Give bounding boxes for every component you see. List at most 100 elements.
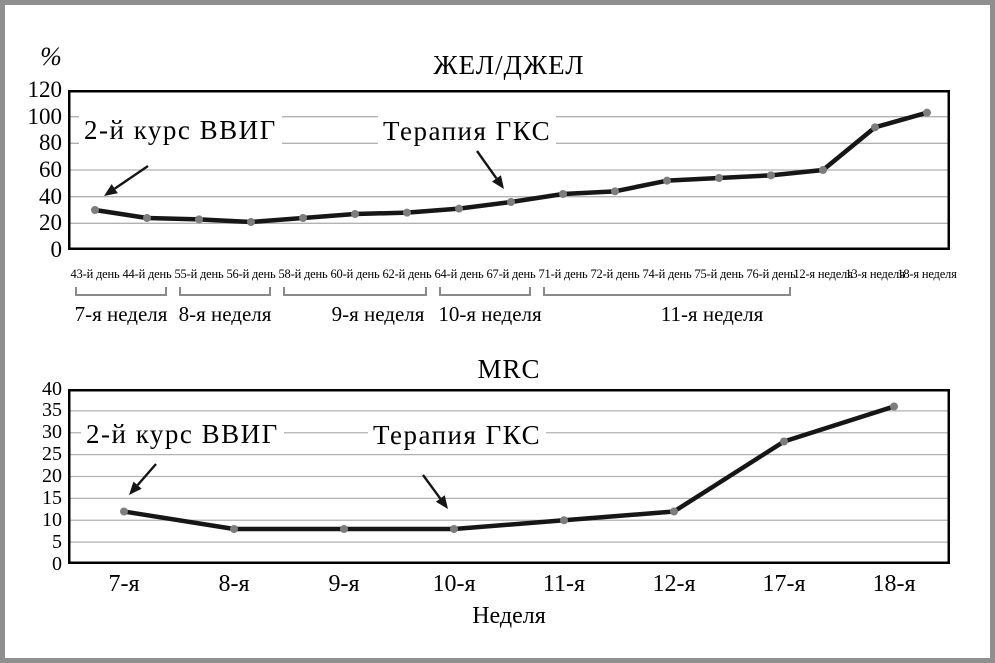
annotation-arrowhead [129, 481, 142, 495]
x-tick-label: 17-я [762, 571, 806, 597]
week-label: 8-я неделя [178, 302, 272, 326]
day-label: 18-я неделя [897, 267, 957, 281]
y-tick-label: 15 [42, 486, 62, 509]
mrc-chart-canvas [68, 389, 950, 564]
data-point-marker [890, 402, 898, 411]
annotation-gcs-top: Терапия ГКС [378, 116, 557, 146]
annotation-arrowhead [104, 184, 118, 196]
y-tick-label: 0 [50, 237, 63, 262]
vc-chart-canvas [68, 90, 950, 250]
day-label: 56-й день [226, 267, 276, 281]
day-label: 58-й день [278, 267, 328, 281]
data-point-marker [871, 123, 879, 132]
week-bracket [75, 287, 167, 296]
y-tick-label: 40 [42, 377, 62, 400]
data-point-marker [923, 108, 931, 117]
data-point-marker [91, 206, 99, 214]
day-label: 74-й день [642, 267, 692, 281]
annotation-arrowhead [435, 495, 448, 509]
data-point-marker [819, 166, 827, 174]
data-point-marker [715, 174, 723, 182]
data-point-marker [507, 198, 515, 206]
day-label: 12-я неделя [793, 267, 853, 281]
series-line [121, 404, 897, 532]
x-tick-label: 9-я [328, 571, 360, 597]
x-tick-label: 8-я [218, 571, 250, 597]
day-label: 72-й день [590, 267, 640, 281]
week-bracket [543, 287, 791, 296]
y-tick-label: 30 [42, 421, 62, 444]
annotation-arrowhead [491, 175, 504, 189]
data-point-marker [455, 204, 463, 213]
day-label: 13-я неделя [845, 267, 905, 281]
annotation-gcs-bottom: Терапия ГКС [368, 420, 547, 450]
week-bracket [283, 287, 427, 296]
plot-border [68, 90, 950, 250]
data-point-marker [450, 525, 458, 533]
data-point-marker [611, 187, 619, 196]
day-label: 76-й день [746, 267, 796, 281]
data-point-marker [143, 214, 151, 222]
annotation-arrow [114, 165, 149, 190]
x-tick-label: 11-я [542, 571, 586, 597]
y-axis-unit-label: % [40, 42, 62, 71]
y-tick-label: 25 [42, 443, 62, 466]
x-axis-title: Неделя [472, 603, 546, 629]
week-label: 7-я неделя [74, 302, 168, 326]
y-tick-label: 35 [42, 399, 62, 422]
data-point-marker [559, 190, 567, 198]
y-tick-label: 80 [39, 130, 62, 156]
data-point-marker [670, 507, 678, 516]
day-label: 43-й день [70, 267, 120, 281]
y-tick-label: 20 [39, 210, 62, 236]
annotation-ivig-bottom: 2-й курс ВВИГ [81, 419, 284, 449]
y-tick-label: 5 [52, 530, 62, 553]
annotation-arrow [422, 474, 442, 500]
annotation-ivig-top: 2-й курс ВВИГ [79, 115, 282, 145]
x-tick-label: 18-я [872, 571, 916, 597]
bottom-chart-title: MRC [477, 354, 541, 384]
x-tick-label: 10-я [432, 571, 476, 597]
day-label: 64-й день [434, 267, 484, 281]
y-tick-label: 20 [42, 465, 62, 487]
x-tick-label: 12-я [652, 571, 696, 597]
data-point-marker [351, 210, 359, 218]
y-tick-label: 60 [39, 157, 62, 182]
x-tick-label: 7-я [108, 571, 140, 597]
data-point-marker [299, 214, 307, 222]
vc-chart-plot-area [68, 90, 950, 250]
data-point-marker [780, 437, 788, 446]
day-label: 60-й день [330, 267, 380, 281]
day-label: 44-й день [122, 267, 172, 281]
annotation-arrow [136, 463, 157, 486]
data-point-marker [230, 525, 238, 533]
data-point-marker [560, 516, 568, 525]
y-tick-label: 120 [27, 77, 63, 102]
data-point-marker [195, 215, 203, 224]
y-tick-label: 100 [27, 103, 63, 129]
mrc-chart-plot-area [68, 389, 950, 564]
data-point-marker [663, 176, 671, 185]
day-label: 55-й день [174, 267, 224, 281]
data-point-marker [767, 171, 775, 180]
plot-border [68, 389, 950, 564]
week-label: 11-я неделя [660, 302, 764, 326]
top-chart-title: ЖЕЛ/ДЖЕЛ [433, 50, 585, 80]
week-bracket [179, 287, 271, 296]
annotation-arrow [476, 150, 498, 180]
day-label: 75-й день [694, 267, 744, 281]
day-label: 67-й день [486, 267, 536, 281]
week-bracket [439, 287, 531, 296]
week-label: 9-я неделя [331, 302, 425, 326]
day-label: 71-й день [538, 267, 588, 281]
y-tick-label: 10 [42, 508, 62, 531]
data-point-marker [120, 507, 128, 516]
y-tick-label: 40 [39, 183, 62, 209]
data-point-marker [403, 208, 411, 217]
data-point-marker [340, 525, 348, 533]
week-label: 10-я неделя [438, 302, 542, 326]
data-point-marker [247, 218, 255, 226]
y-tick-label: 0 [52, 552, 62, 575]
day-label: 62-й день [382, 267, 432, 281]
